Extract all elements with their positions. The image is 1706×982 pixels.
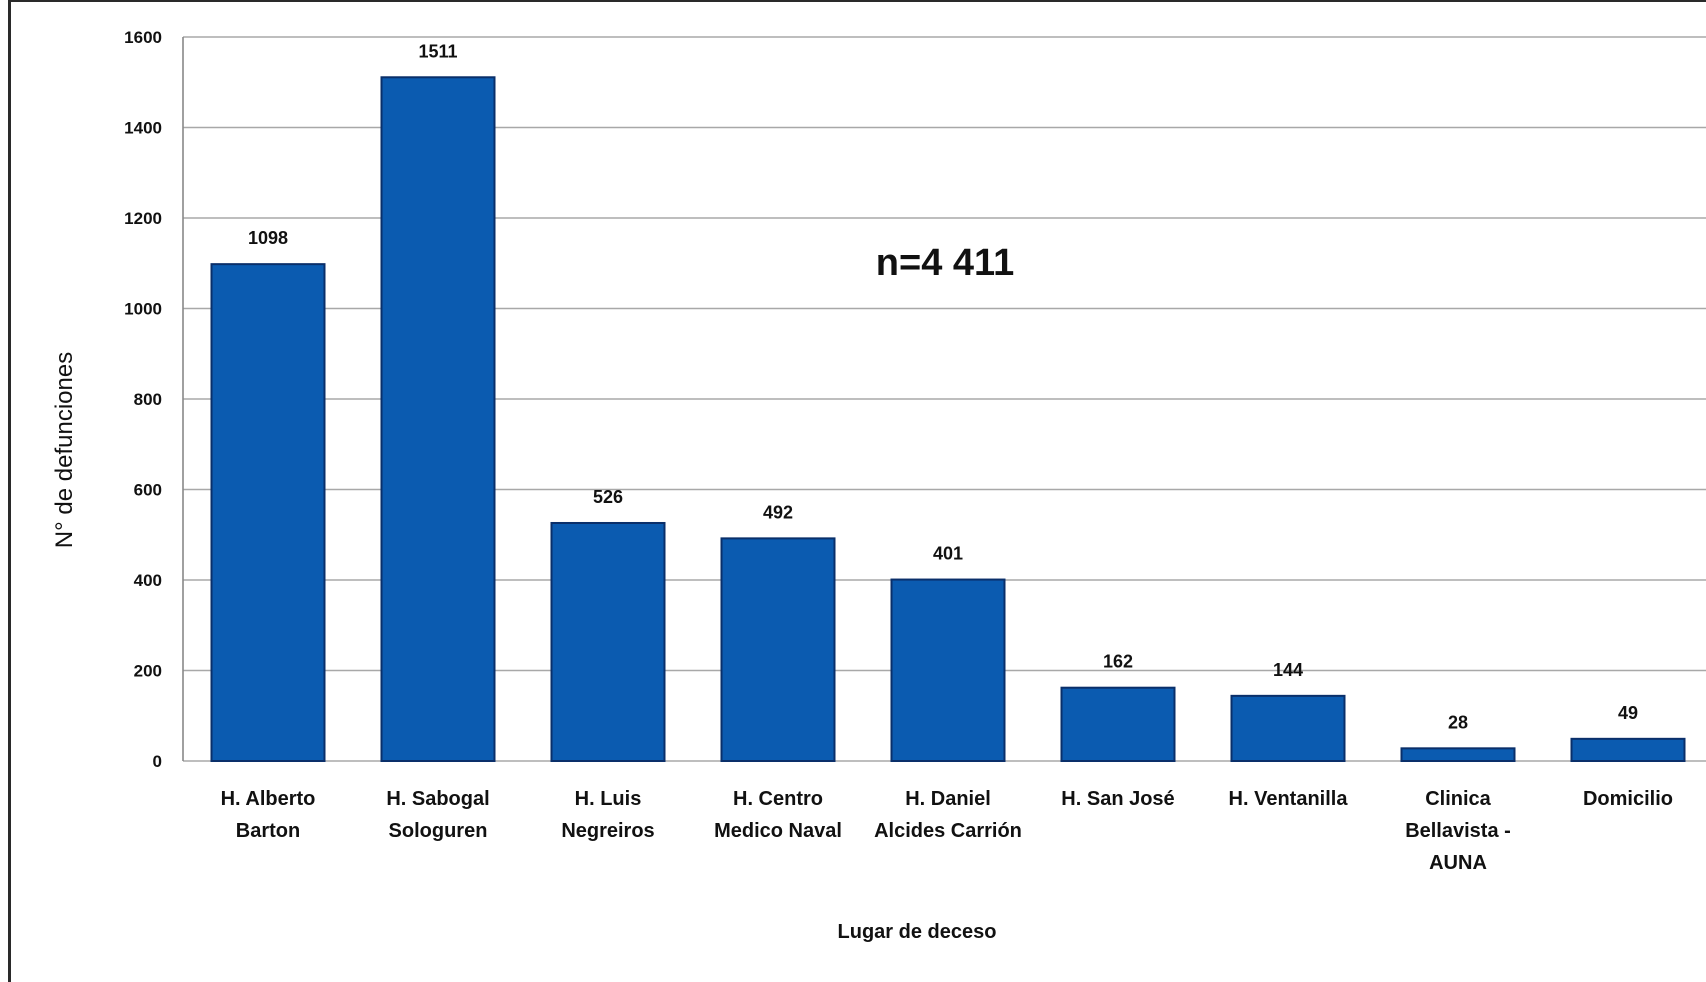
x-category-label-line: H. Alberto xyxy=(221,788,316,810)
y-tick-label: 1200 xyxy=(124,209,162,228)
bar xyxy=(1570,737,1686,763)
sample-size-annotation: n=4 411 xyxy=(876,242,1014,284)
bar xyxy=(720,537,836,762)
x-category-label-line: H. Sabogal xyxy=(386,788,489,810)
bar xyxy=(1230,694,1346,763)
y-tick-label: 1400 xyxy=(124,119,162,138)
x-category-label: H. Alberto Barton xyxy=(221,788,316,842)
x-category-label: Clinica Bellavista - AUNA xyxy=(1405,788,1511,874)
y-tick-label: 600 xyxy=(134,481,162,500)
bars xyxy=(210,76,1686,763)
y-axis-ticks: 0 200 400 600 800 1000 1200 1400 1600 xyxy=(124,28,162,771)
x-category-label-line: H. Daniel xyxy=(905,788,991,810)
data-labels: 1098 1511 526 492 401 162 144 28 49 xyxy=(248,41,1638,732)
x-category-label-line: Negreiros xyxy=(561,820,654,842)
bar xyxy=(890,578,1006,762)
data-label: 28 xyxy=(1448,712,1468,732)
bar xyxy=(210,263,326,762)
data-label: 1511 xyxy=(418,41,457,61)
x-category-label: H. San José xyxy=(1061,788,1174,810)
x-category-label-line: H. Luis xyxy=(575,788,642,810)
x-category-label: H. Luis Negreiros xyxy=(561,788,654,842)
x-category-label: H. Centro Medico Naval xyxy=(714,788,842,842)
y-tick-label: 200 xyxy=(134,662,162,681)
data-label: 526 xyxy=(593,487,623,507)
bar xyxy=(380,76,496,762)
y-tick-label: 1000 xyxy=(124,300,162,319)
x-category-label-line: Clinica xyxy=(1425,788,1491,810)
data-label: 1098 xyxy=(248,228,288,248)
y-axis-title: N° de defunciones xyxy=(51,352,78,548)
x-category-label: H. Sabogal Sologuren xyxy=(386,788,489,842)
data-label: 49 xyxy=(1618,703,1638,723)
data-label: 144 xyxy=(1273,660,1303,680)
y-tick-label: 800 xyxy=(134,390,162,409)
x-category-label-line: H. San José xyxy=(1061,788,1174,810)
x-category-label: H. Ventanilla xyxy=(1229,788,1349,810)
x-category-label: Domicilio xyxy=(1583,788,1673,810)
x-axis-title: Lugar de deceso xyxy=(838,921,997,943)
x-axis-categories: H. Alberto Barton H. Sabogal Sologuren H. Lu… xyxy=(221,788,1673,874)
x-category-label-line: H. Centro xyxy=(733,788,823,810)
bar xyxy=(550,521,666,762)
y-tick-label: 400 xyxy=(134,571,162,590)
x-category-label-line: Medico Naval xyxy=(714,820,842,842)
x-category-label-line: Alcides Carrión xyxy=(874,820,1022,842)
data-label: 401 xyxy=(933,544,963,564)
bar xyxy=(1400,747,1516,763)
x-category-label-line: Domicilio xyxy=(1583,788,1673,810)
bar xyxy=(1060,686,1176,763)
x-category-label-line: Barton xyxy=(236,820,300,842)
x-category-label-line: Sologuren xyxy=(389,820,488,842)
data-label: 162 xyxy=(1103,652,1133,672)
x-category-label-line: H. Ventanilla xyxy=(1229,788,1349,810)
data-label: 492 xyxy=(763,502,793,522)
x-category-label-line: AUNA xyxy=(1429,852,1487,874)
x-category-label-line: Bellavista - xyxy=(1405,820,1511,842)
y-tick-label: 1600 xyxy=(124,28,162,47)
y-tick-label: 0 xyxy=(153,752,162,771)
x-category-label: H. Daniel Alcides Carrión xyxy=(874,788,1022,842)
